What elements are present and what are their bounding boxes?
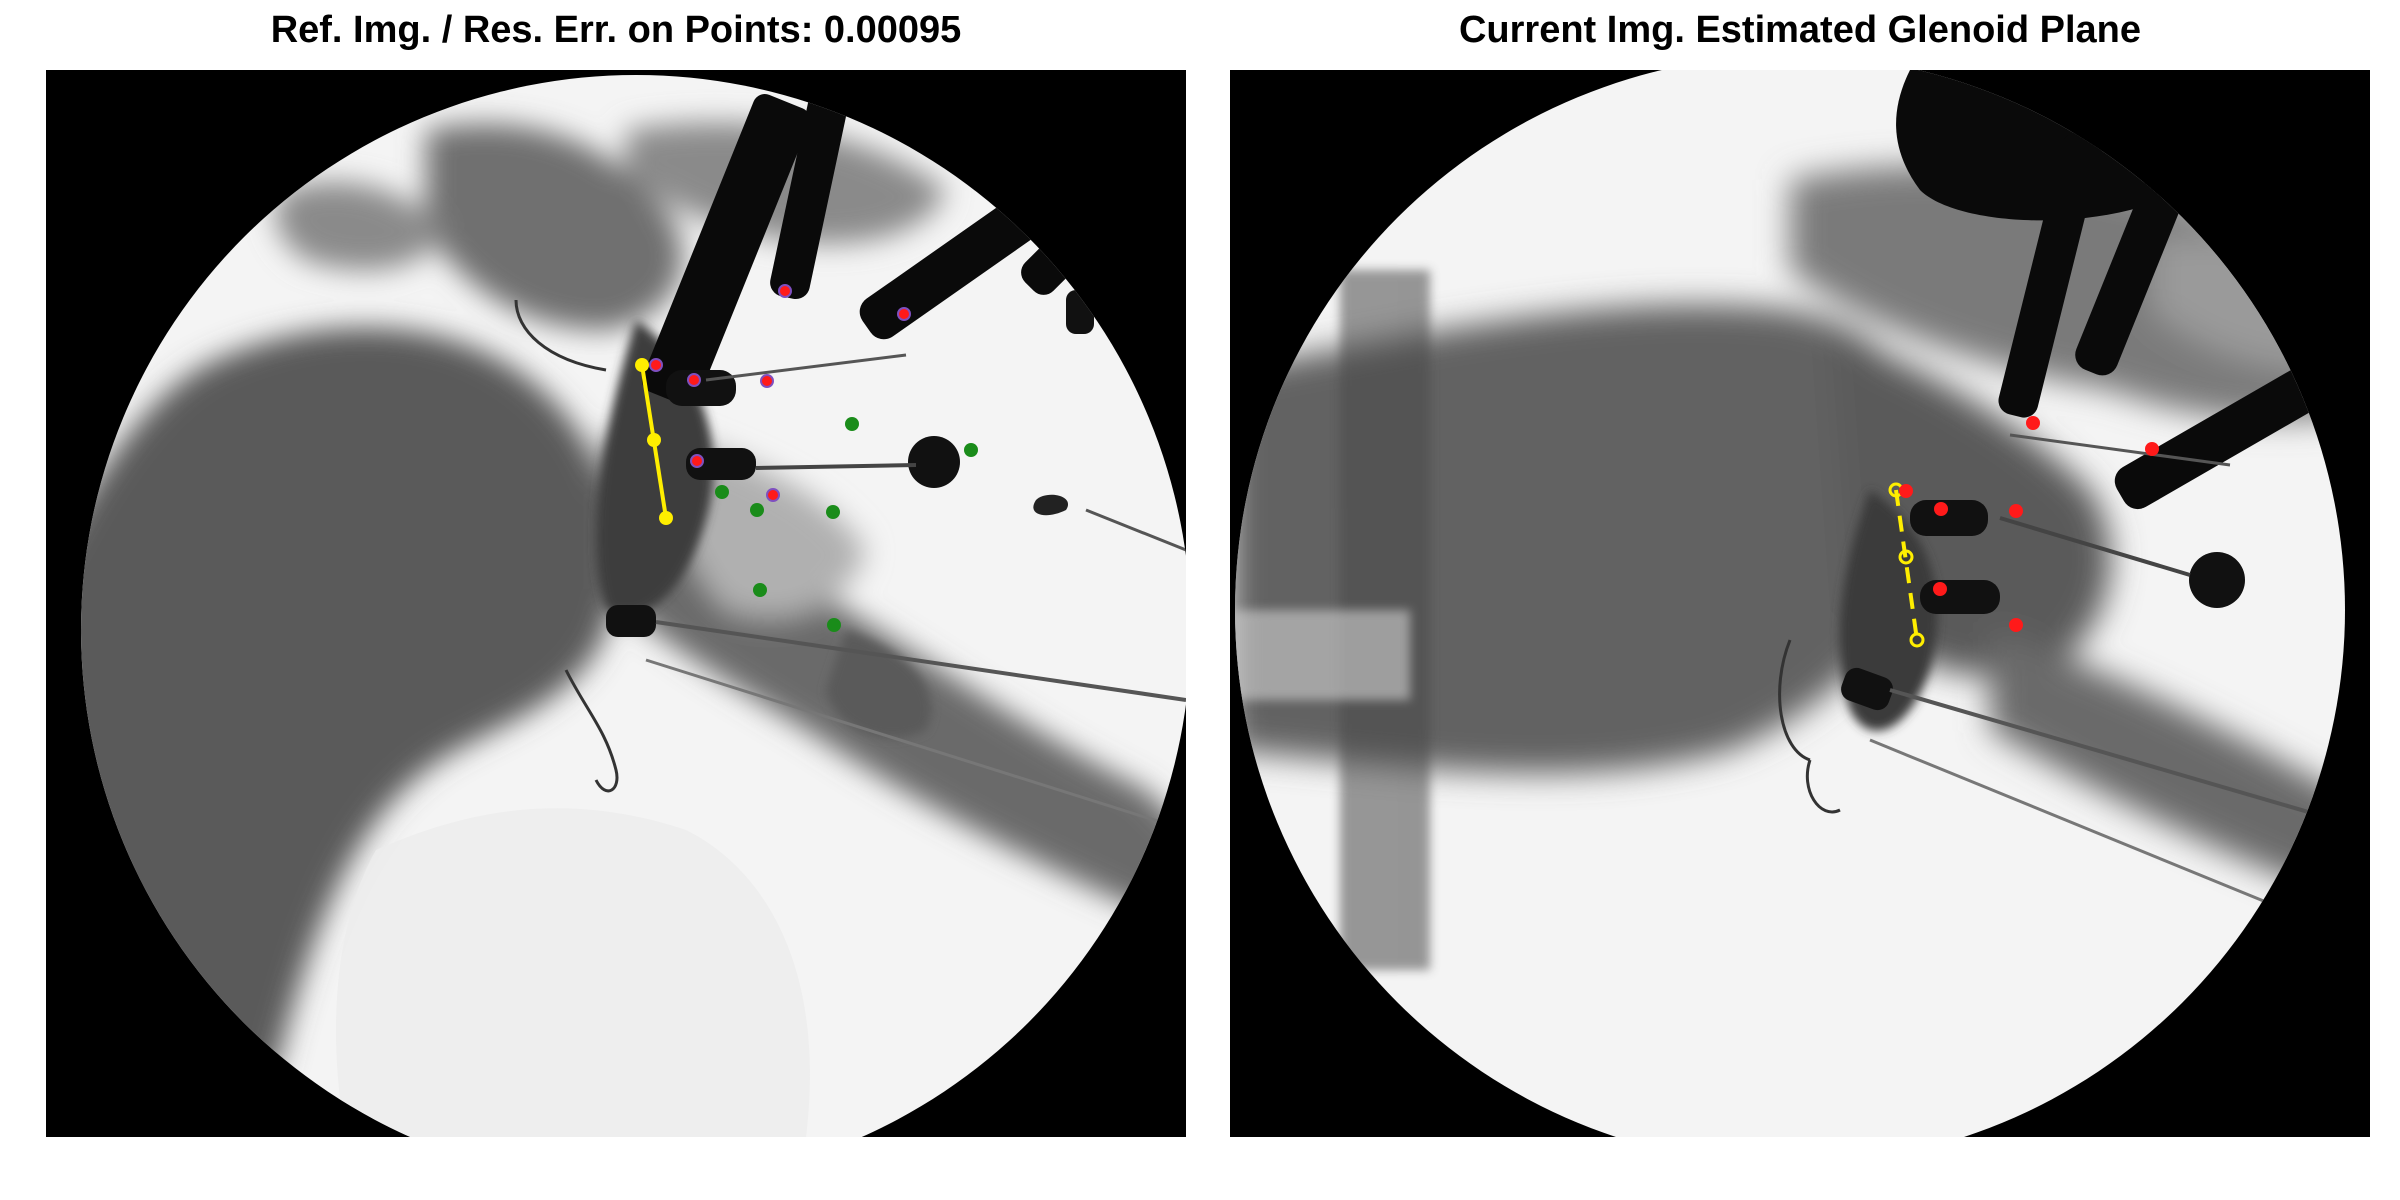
current-xray-image <box>1230 70 2370 1137</box>
humerus-shadow <box>81 122 1186 1137</box>
reference-xray-canvas <box>46 70 1186 1137</box>
reference-xray-image <box>46 70 1186 1137</box>
red-reference-markers <box>649 284 911 502</box>
left-panel-title: Ref. Img. / Res. Err. on Points: 0.00095 <box>270 9 962 51</box>
right-panel-title: Current Img. Estimated Glenoid Plane <box>1458 9 2141 51</box>
green-markers <box>715 417 978 632</box>
red-estimated-markers <box>1899 416 2159 632</box>
current-xray-canvas <box>1230 70 2370 1137</box>
glenoid-plane-line <box>635 358 673 525</box>
